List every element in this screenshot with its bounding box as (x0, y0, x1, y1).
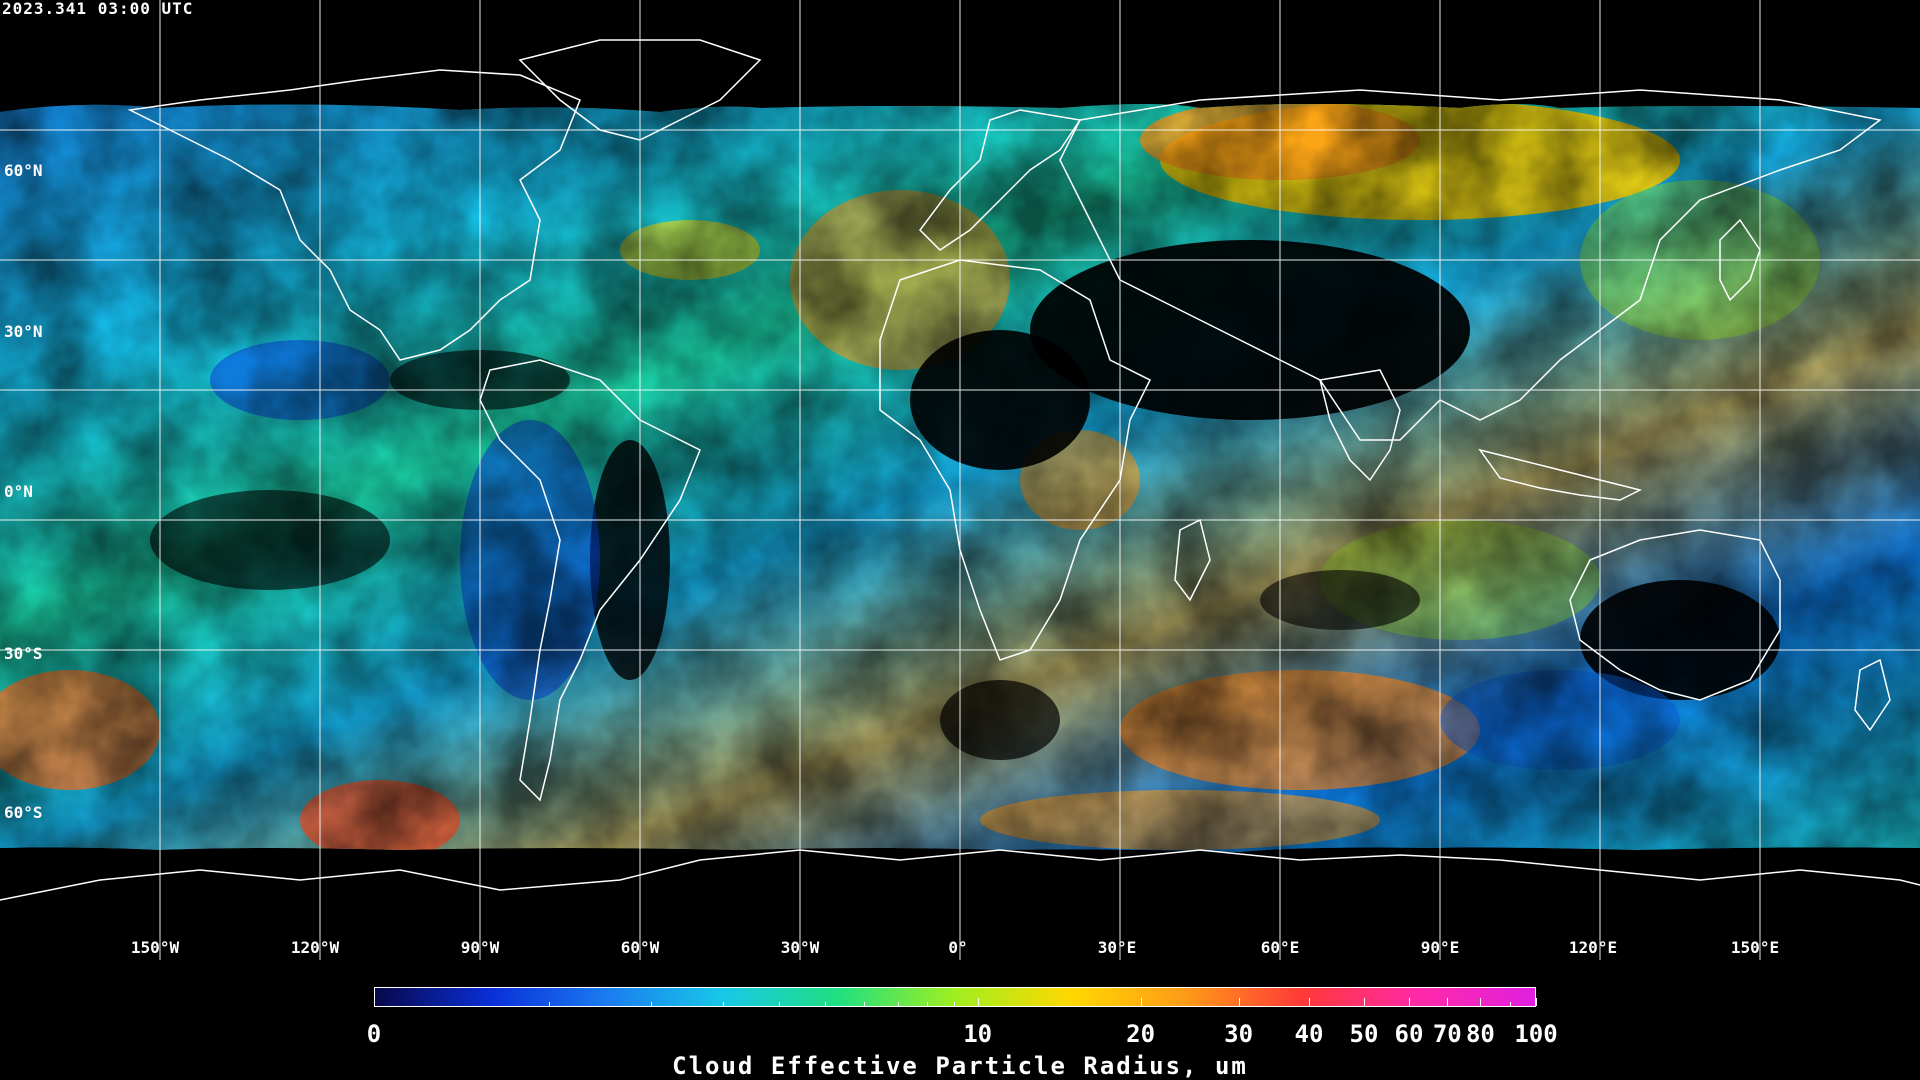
lon-label-150e: 150°E (1730, 938, 1780, 957)
colorbar-title: Cloud Effective Particle Radius, um (672, 1052, 1248, 1080)
colorbar-tick-label: 80 (1465, 1020, 1495, 1048)
colorbar-major-tick (1536, 998, 1537, 1006)
colorbar-tick-label: 10 (963, 1020, 993, 1048)
colorbar-major-tick (1480, 998, 1482, 1006)
lon-label-90e: 90°E (1420, 938, 1460, 957)
lon-label-120w: 120°W (290, 938, 340, 957)
colorbar (374, 987, 1536, 1007)
colorbar-tick-label: 100 (1514, 1020, 1558, 1048)
colorbar-major-tick (1238, 998, 1240, 1006)
colorbar-tick-label: 30 (1224, 1020, 1254, 1048)
colorbar-major-tick (1364, 998, 1365, 1006)
lon-label-90w: 90°W (460, 938, 500, 957)
lon-label-120e: 120°E (1568, 938, 1618, 957)
colorbar-minor-tick (723, 1002, 724, 1006)
lon-label-30e: 30°E (1097, 938, 1137, 957)
colorbar-tick-label: 0 (366, 1020, 382, 1048)
lat-label-60s: 60°S (4, 803, 43, 822)
colorbar-minor-tick (927, 1002, 929, 1006)
colorbar-tick-label: 70 (1432, 1020, 1462, 1048)
lat-label-30s: 30°S (4, 644, 43, 663)
lat-label-30n: 30°N (4, 322, 43, 341)
colorbar-minor-tick (779, 1002, 781, 1006)
lat-label-60n: 60°N (4, 161, 43, 180)
world-map (0, 0, 1920, 960)
colorbar-major-tick (1140, 998, 1142, 1006)
lon-label-0: 0° (948, 938, 968, 957)
colorbar-minor-tick (825, 1002, 827, 1006)
lon-label-30w: 30°W (780, 938, 820, 957)
colorbar-minor-tick (650, 1002, 652, 1006)
colorbar-minor-tick (953, 1002, 955, 1006)
colorbar-major-tick (1309, 998, 1310, 1006)
colorbar-minor-tick (863, 1002, 865, 1006)
lat-label-0n: 0°N (4, 482, 33, 501)
lon-label-60w: 60°W (620, 938, 660, 957)
colorbar-major-tick (1447, 998, 1449, 1006)
colorbar-tick-label: 50 (1349, 1020, 1379, 1048)
colorbar-minor-tick (548, 1002, 550, 1006)
colorbar-tick-label: 60 (1394, 1020, 1424, 1048)
lon-label-150w: 150°W (130, 938, 180, 957)
colorbar-tick-label: 40 (1294, 1020, 1324, 1048)
colorbar-minor-tick (897, 1002, 899, 1006)
observation-timestamp: 2023.341 03:00 UTC (2, 0, 194, 18)
colorbar-tick-label: 20 (1126, 1020, 1156, 1048)
colorbar-minor-tick (1509, 1002, 1511, 1006)
colorbar-major-tick (977, 998, 979, 1006)
colorbar-major-tick (374, 998, 375, 1006)
lon-label-60e: 60°E (1260, 938, 1300, 957)
colorbar-major-tick (1409, 998, 1410, 1006)
coastlines (0, 39, 1920, 901)
